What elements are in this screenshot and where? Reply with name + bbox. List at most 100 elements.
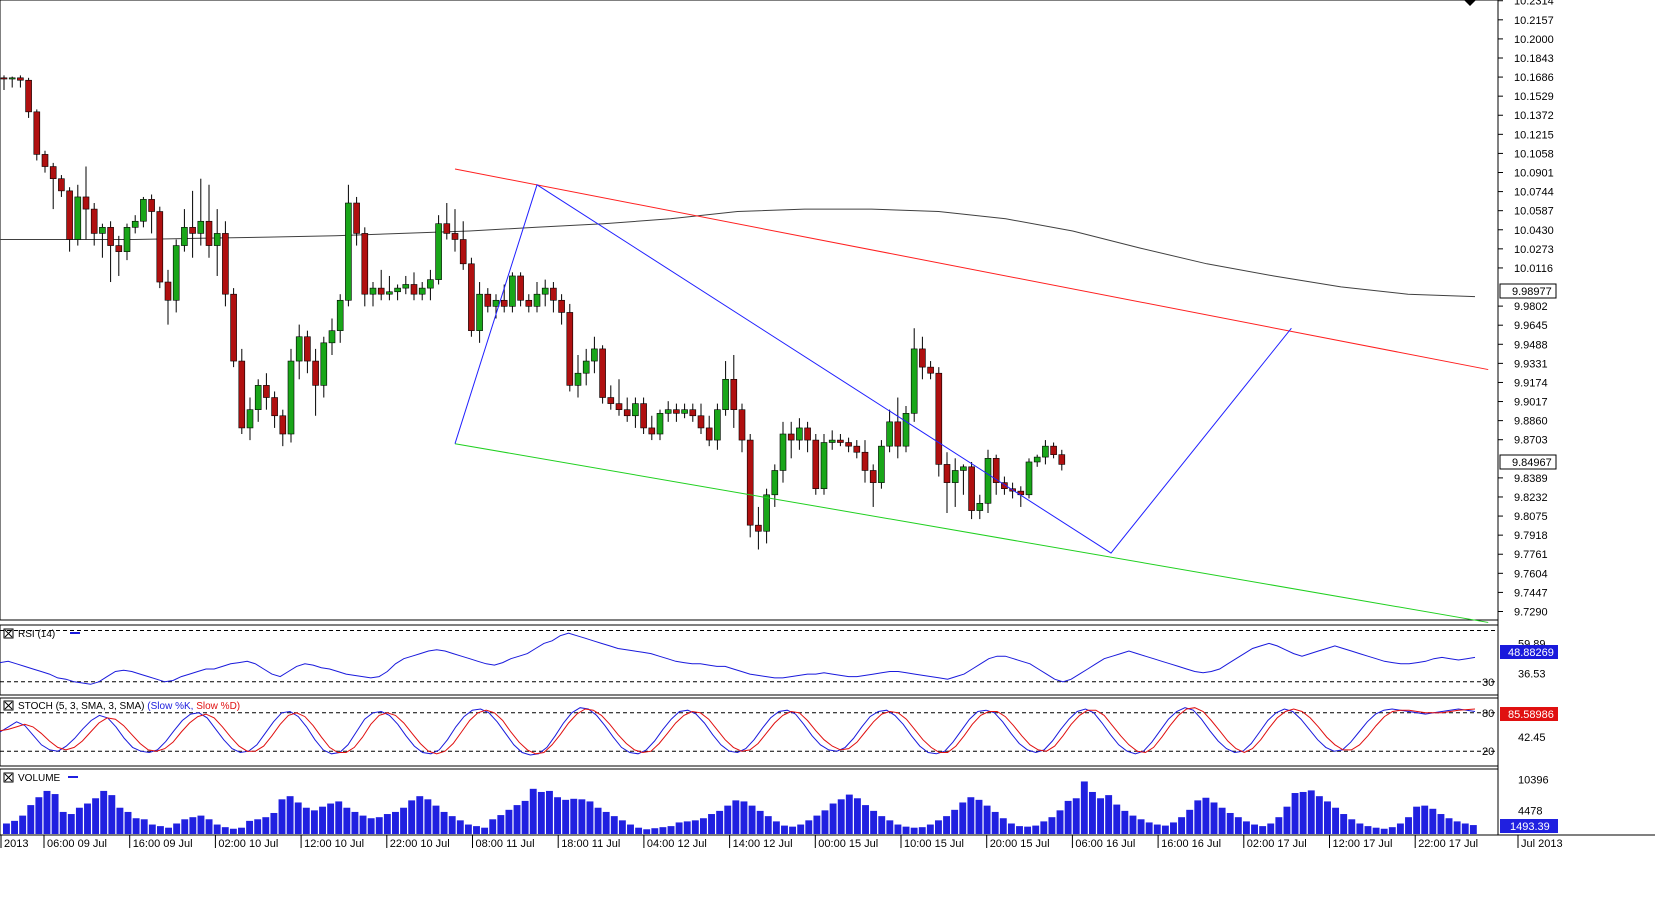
volume-bar xyxy=(853,798,861,834)
volume-bar xyxy=(400,807,408,834)
candle-body-bull xyxy=(582,360,590,374)
volume-bar xyxy=(286,796,294,834)
volume-bar xyxy=(772,821,780,834)
candle xyxy=(1025,458,1033,499)
volume-bar xyxy=(1170,822,1177,834)
candle xyxy=(386,275,393,301)
x-tick-label: 16:00 16 Jul xyxy=(1161,838,1221,850)
volume-bar xyxy=(92,798,100,834)
stoch-legend-k-text: Slow %K xyxy=(151,701,191,712)
volume-bar xyxy=(221,827,229,834)
candle-body-bear xyxy=(500,299,508,307)
volume-bar xyxy=(708,814,715,834)
candle xyxy=(550,282,557,313)
candle-body-bear xyxy=(312,360,319,386)
candle xyxy=(205,184,213,258)
volume-bar xyxy=(918,827,926,834)
candle xyxy=(263,373,270,410)
volume-bar xyxy=(635,827,643,834)
volume-bar xyxy=(537,791,545,834)
candle-body-bear xyxy=(263,385,270,398)
candle xyxy=(820,434,828,495)
volume-bar xyxy=(1226,812,1234,834)
volume-bar xyxy=(1145,822,1153,834)
candle xyxy=(484,288,492,313)
candle xyxy=(222,221,229,307)
candle-body-bull xyxy=(213,233,221,246)
candle xyxy=(107,221,114,283)
volume-bar xyxy=(156,826,164,834)
volume-bar xyxy=(748,805,756,834)
candle-body-bear xyxy=(550,287,557,301)
candle-body-bear xyxy=(607,397,615,404)
volume-bar xyxy=(797,824,805,834)
candle-body-bull xyxy=(771,470,779,496)
volume-bar xyxy=(789,826,797,834)
candle xyxy=(418,282,426,301)
price-tick-label: 9.9331 xyxy=(1514,358,1548,370)
volume-bar xyxy=(764,816,772,834)
candle-body-bear xyxy=(919,348,926,368)
volume-bar xyxy=(262,817,270,834)
candle-body-bull xyxy=(820,442,828,490)
candle xyxy=(509,272,516,313)
x-tick-label: 14:00 12 Jul xyxy=(733,838,793,850)
candle xyxy=(41,150,49,173)
volume-bar xyxy=(1405,817,1412,834)
volume-bar xyxy=(675,822,683,834)
candle xyxy=(99,223,106,258)
candle xyxy=(58,175,65,197)
candle-body-bear xyxy=(82,196,90,210)
volume-bar xyxy=(1194,800,1202,834)
candle-body-bull xyxy=(435,223,442,280)
price-tick-label: 10.0587 xyxy=(1514,206,1554,218)
candle xyxy=(345,184,352,307)
candle-body-bull xyxy=(960,466,967,471)
volume-bar xyxy=(667,826,675,834)
candle xyxy=(66,187,73,252)
candle xyxy=(361,227,369,307)
volume-bar xyxy=(910,827,918,834)
candle xyxy=(164,269,172,325)
moving-average-line xyxy=(0,208,1476,298)
volume-bar xyxy=(1242,821,1250,834)
stoch-legend-k: (Slow %K, xyxy=(147,701,193,712)
candle xyxy=(689,403,697,422)
candle-body-bear xyxy=(353,202,360,234)
volume-bar xyxy=(1445,818,1453,834)
volume-bar xyxy=(610,816,618,834)
rsi-value-text: 48.88269 xyxy=(1508,647,1554,659)
volume-bar xyxy=(554,797,562,834)
candle xyxy=(722,361,729,416)
candle-body-bull xyxy=(1033,456,1041,463)
candle-body-bear xyxy=(1001,482,1008,490)
candle-body-bull xyxy=(99,227,106,234)
volume-bar xyxy=(1121,810,1129,834)
candle-body-bull xyxy=(295,336,303,362)
volume-bar xyxy=(991,811,999,834)
volume-bar xyxy=(1088,791,1096,834)
candle xyxy=(312,348,319,416)
volume-bar xyxy=(570,798,578,834)
price-axis: 10.2314 10.2157 10.2000 10.1843 10.1686 10.15… xyxy=(1498,0,1554,618)
volume-bar xyxy=(1429,808,1437,834)
dropdown-arrow-icon[interactable] xyxy=(1464,0,1476,6)
volume-value-box: 1493.39 xyxy=(1500,819,1558,833)
volume-bar xyxy=(1178,817,1186,834)
ma-value-text: 9.98977 xyxy=(1512,286,1552,298)
candle-body-bull xyxy=(328,330,336,344)
volume-bar xyxy=(740,801,748,834)
candle xyxy=(230,288,237,368)
candle-body-bear xyxy=(222,233,229,295)
candle xyxy=(771,464,779,507)
price-tick-label: 10.2000 xyxy=(1514,34,1554,46)
candle-body-bull xyxy=(172,245,180,301)
candle xyxy=(869,464,877,507)
candle xyxy=(131,215,139,234)
candle xyxy=(271,391,278,428)
volume-bar xyxy=(862,805,869,834)
candle-body-bear xyxy=(623,409,631,417)
volume-bar xyxy=(1340,814,1348,834)
candle xyxy=(714,403,721,450)
volume-bar xyxy=(821,810,829,834)
